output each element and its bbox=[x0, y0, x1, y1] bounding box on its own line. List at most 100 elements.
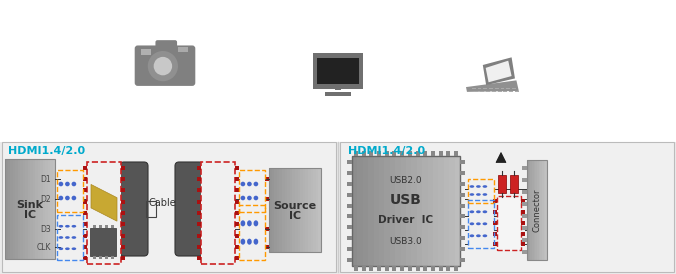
Ellipse shape bbox=[72, 236, 76, 239]
Bar bbox=[422, 156, 428, 266]
Bar bbox=[197, 245, 201, 249]
Ellipse shape bbox=[254, 220, 258, 226]
Bar bbox=[483, 88, 487, 89]
Bar bbox=[265, 227, 269, 231]
Bar bbox=[484, 89, 488, 90]
Bar bbox=[316, 168, 318, 252]
Bar bbox=[146, 201, 156, 217]
Bar bbox=[522, 202, 527, 206]
Bar bbox=[542, 160, 544, 260]
Bar bbox=[269, 168, 321, 252]
Bar bbox=[460, 225, 465, 229]
Bar bbox=[533, 160, 535, 260]
Bar bbox=[393, 151, 396, 156]
Bar bbox=[400, 266, 404, 271]
Bar bbox=[303, 168, 306, 252]
Bar bbox=[325, 92, 351, 96]
Bar bbox=[2, 142, 336, 272]
Bar bbox=[197, 211, 201, 215]
Bar bbox=[317, 58, 359, 84]
Bar bbox=[318, 168, 321, 252]
Ellipse shape bbox=[59, 225, 64, 228]
Bar bbox=[460, 215, 465, 218]
Bar bbox=[265, 245, 269, 249]
Bar bbox=[423, 151, 427, 156]
Text: Source: Source bbox=[273, 201, 316, 211]
Bar bbox=[408, 266, 412, 271]
Bar bbox=[493, 199, 497, 203]
Bar bbox=[12, 159, 15, 259]
Bar bbox=[121, 211, 125, 215]
Bar bbox=[507, 89, 511, 90]
Bar bbox=[272, 168, 274, 252]
Bar bbox=[522, 214, 527, 218]
Bar bbox=[363, 156, 368, 266]
Ellipse shape bbox=[65, 196, 70, 200]
Polygon shape bbox=[91, 184, 117, 221]
Text: D1: D1 bbox=[41, 175, 51, 184]
Bar bbox=[502, 89, 505, 90]
Bar bbox=[385, 156, 390, 266]
Bar bbox=[460, 171, 465, 175]
Bar bbox=[489, 89, 493, 90]
Bar bbox=[20, 159, 22, 259]
Bar bbox=[25, 159, 28, 259]
Bar bbox=[83, 245, 87, 249]
Bar bbox=[83, 211, 87, 215]
Bar bbox=[385, 266, 389, 271]
Ellipse shape bbox=[483, 193, 487, 196]
Bar bbox=[385, 151, 389, 156]
Ellipse shape bbox=[241, 196, 245, 200]
Bar bbox=[446, 266, 450, 271]
Bar bbox=[235, 211, 239, 215]
Bar bbox=[347, 193, 352, 197]
Bar bbox=[485, 90, 489, 92]
Ellipse shape bbox=[483, 222, 487, 225]
Ellipse shape bbox=[254, 196, 258, 200]
Ellipse shape bbox=[241, 220, 245, 226]
Bar bbox=[99, 256, 102, 259]
Bar bbox=[340, 142, 674, 272]
Bar bbox=[491, 90, 495, 92]
Text: USB: USB bbox=[390, 193, 422, 207]
Bar bbox=[521, 242, 525, 246]
Bar bbox=[496, 89, 500, 90]
Bar bbox=[529, 160, 531, 260]
Ellipse shape bbox=[65, 182, 70, 186]
Bar bbox=[393, 266, 396, 271]
Bar bbox=[478, 89, 482, 90]
Bar bbox=[295, 168, 297, 252]
Bar bbox=[460, 182, 465, 186]
Bar bbox=[527, 160, 529, 260]
Bar bbox=[10, 159, 12, 259]
Bar bbox=[522, 190, 527, 194]
Bar bbox=[477, 88, 481, 89]
Ellipse shape bbox=[59, 196, 64, 200]
Bar bbox=[32, 159, 35, 259]
Bar bbox=[57, 215, 83, 260]
Bar bbox=[40, 159, 43, 259]
Bar bbox=[235, 245, 239, 249]
Bar bbox=[53, 159, 55, 259]
Bar bbox=[369, 151, 373, 156]
Bar bbox=[493, 242, 497, 246]
Bar bbox=[287, 168, 290, 252]
FancyBboxPatch shape bbox=[313, 53, 363, 89]
Bar bbox=[513, 89, 516, 90]
Bar bbox=[141, 49, 151, 55]
Bar bbox=[446, 151, 450, 156]
Bar bbox=[0, 142, 676, 274]
Bar bbox=[352, 156, 358, 266]
Bar bbox=[83, 177, 87, 181]
Bar bbox=[22, 159, 25, 259]
Bar bbox=[460, 258, 465, 262]
Bar bbox=[276, 168, 279, 252]
Bar bbox=[235, 188, 239, 192]
Bar bbox=[293, 168, 295, 252]
Bar bbox=[335, 84, 341, 90]
Bar bbox=[412, 156, 417, 266]
Bar bbox=[480, 90, 483, 92]
Ellipse shape bbox=[483, 185, 487, 188]
Bar bbox=[439, 151, 443, 156]
Ellipse shape bbox=[241, 239, 245, 245]
